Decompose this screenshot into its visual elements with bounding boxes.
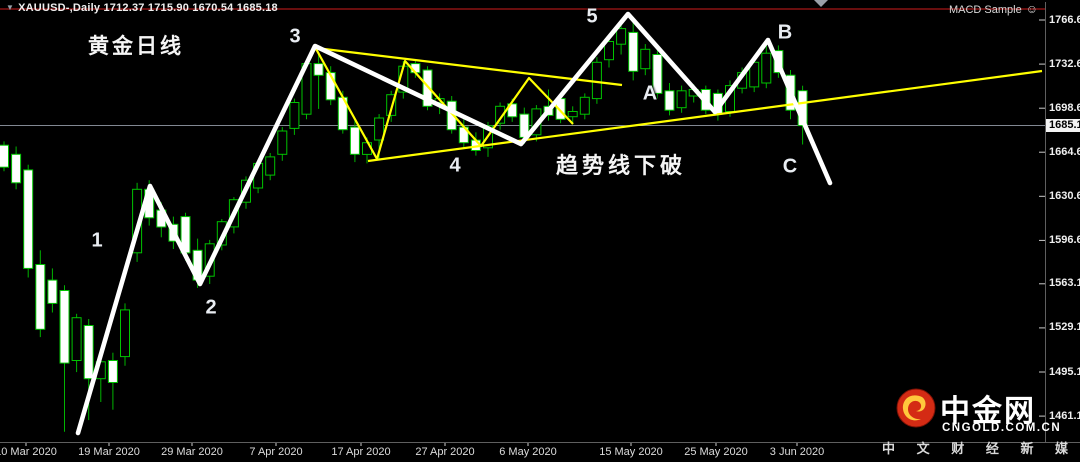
- bull-candle: [761, 52, 772, 84]
- bull-candle: [616, 28, 627, 45]
- bear-candle: [59, 290, 70, 364]
- wave-label-A: A: [642, 82, 658, 105]
- bear-candle: [628, 31, 639, 72]
- bear-candle: [349, 126, 360, 155]
- bear-candle: [83, 325, 94, 380]
- bear-candle: [0, 144, 9, 168]
- time-tick-label: 6 May 2020: [499, 446, 557, 458]
- bear-candle: [47, 279, 58, 304]
- bull-candle: [604, 41, 614, 61]
- bull-candle: [640, 48, 651, 70]
- time-tick-label: 3 Jun 2020: [769, 446, 825, 458]
- yellow-zigzag-line[interactable]: [314, 46, 574, 161]
- bull-candle: [374, 117, 385, 141]
- bull-candle: [120, 309, 130, 358]
- price-axis-separator: [1045, 2, 1046, 442]
- price-tick-label: 1596.60: [1049, 233, 1080, 246]
- bull-candle: [591, 61, 602, 100]
- white-zigzag-line[interactable]: [75, 11, 833, 436]
- price-tick-label: 1529.10: [1049, 321, 1080, 334]
- current-price-label: 1685.18: [1046, 118, 1080, 132]
- wave-label-C: C: [782, 155, 798, 178]
- price-axis[interactable]: 1685.18 1766.60 1732.60 1698.60 1664.60 1630…: [1046, 0, 1080, 442]
- bear-candle: [11, 153, 22, 184]
- time-tick-label: 29 Mar 2020: [161, 446, 223, 458]
- time-tick-label: 25 May 2020: [684, 446, 748, 458]
- bear-candle: [313, 63, 324, 76]
- bull-candle: [676, 90, 687, 109]
- price-tick-label: 1630.60: [1049, 189, 1080, 202]
- price-tick-label: 1732.60: [1049, 57, 1080, 70]
- wave-label-5: 5: [586, 5, 598, 28]
- time-tick-label: 10 Mar 2020: [0, 446, 57, 458]
- price-tick-label: 1766.60: [1049, 13, 1080, 26]
- price-tick-label: 1495.10: [1049, 365, 1080, 378]
- bull-candle: [495, 105, 506, 124]
- time-tick-label: 19 Mar 2020: [78, 446, 140, 458]
- annotation-trendline-break: 趋势线下破: [556, 153, 687, 178]
- bull-candle: [289, 102, 300, 129]
- time-axis-separator: [0, 442, 1080, 443]
- bear-candle: [325, 72, 336, 101]
- bear-candle: [652, 54, 663, 94]
- time-tick-label: 17 Apr 2020: [331, 446, 391, 458]
- price-tick-label: 1563.10: [1049, 277, 1080, 290]
- chart-title: ▼ XAUUSD-,Daily 1712.37 1715.90 1670.54 1…: [6, 2, 278, 14]
- bull-candle: [71, 317, 82, 362]
- symbol-period: XAUUSD-,Daily: [18, 2, 101, 14]
- wave-label-2: 2: [205, 296, 217, 319]
- expert-smiley-icon[interactable]: ☺: [1025, 2, 1038, 16]
- bear-candle: [35, 264, 46, 330]
- time-tick-label: 27 Apr 2020: [415, 446, 475, 458]
- bull-candle: [567, 111, 578, 118]
- time-axis[interactable]: 10 Mar 2020 19 Mar 2020 29 Mar 2020 7 Apr 2…: [0, 443, 1080, 462]
- price-tick-label: 1664.60: [1049, 145, 1080, 158]
- wave-label-4: 4: [449, 154, 461, 177]
- time-tick-label: 15 May 2020: [599, 446, 663, 458]
- collapse-icon[interactable]: ▼: [6, 3, 15, 12]
- bear-candle: [107, 360, 118, 383]
- bull-candle: [579, 96, 590, 115]
- bull-candle: [386, 94, 397, 116]
- yellow-upper-triangle-line[interactable]: [315, 46, 623, 87]
- bear-candle: [664, 90, 675, 111]
- down-marker-icon[interactable]: [814, 0, 828, 7]
- bear-candle: [23, 169, 34, 269]
- annotation-gold-daily: 黄金日线: [88, 35, 184, 58]
- wave-label-1: 1: [91, 229, 103, 252]
- ohlc-values: 1712.37 1715.90 1670.54 1685.18: [103, 2, 278, 14]
- time-tick-label: 7 Apr 2020: [249, 446, 303, 458]
- wave-label-B: B: [777, 21, 793, 44]
- yellow-trendline[interactable]: [367, 69, 1043, 163]
- indicator-label: MACD Sample ☺: [948, 2, 1038, 16]
- bull-candle: [277, 130, 288, 155]
- bear-candle: [507, 103, 518, 118]
- bull-candle: [265, 156, 276, 176]
- bear-candle: [422, 69, 433, 107]
- price-tick-label: 1698.60: [1049, 101, 1080, 114]
- wave-label-3: 3: [289, 25, 301, 48]
- price-tick-label: 1461.10: [1049, 409, 1080, 422]
